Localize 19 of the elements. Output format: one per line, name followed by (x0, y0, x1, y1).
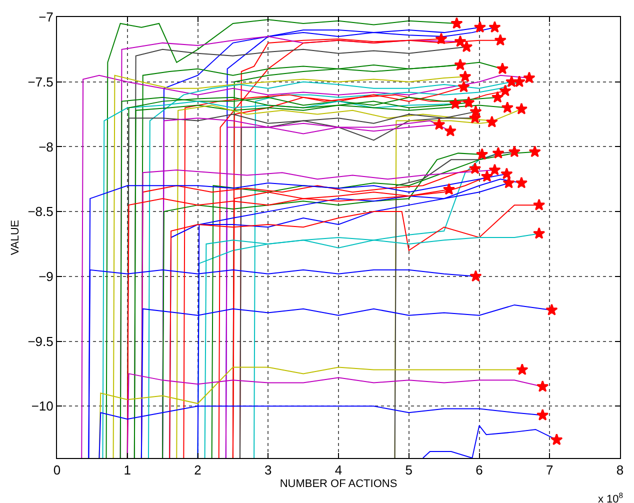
x-tick-label: 2 (194, 462, 202, 478)
x-tick-label: 3 (264, 462, 272, 478)
x-tick-label: 0 (53, 462, 61, 478)
y-tick-label: −7 (38, 10, 54, 25)
y-tick-label: −7.5 (28, 74, 54, 90)
y-tick-label: −9.5 (28, 334, 54, 349)
x-tick-label: 1 (124, 462, 131, 478)
text: x 10$^{8}$ (598, 491, 624, 503)
y-axis-title: VALUE (9, 220, 22, 256)
x-tick-label: 5 (405, 462, 412, 478)
y-tick-label: −8 (38, 139, 54, 154)
x-axis-title: NUMBER OF ACTIONS (280, 478, 398, 490)
x-tick-label: 4 (334, 462, 342, 478)
y-tick-label: −10 (31, 398, 54, 414)
x-tick-label: 6 (476, 462, 483, 478)
x-tick-label: 8 (616, 462, 624, 478)
x-tick-label: 7 (546, 462, 554, 478)
y-tick-label: −8.5 (28, 204, 54, 220)
y-tick-label: −9 (38, 268, 54, 284)
